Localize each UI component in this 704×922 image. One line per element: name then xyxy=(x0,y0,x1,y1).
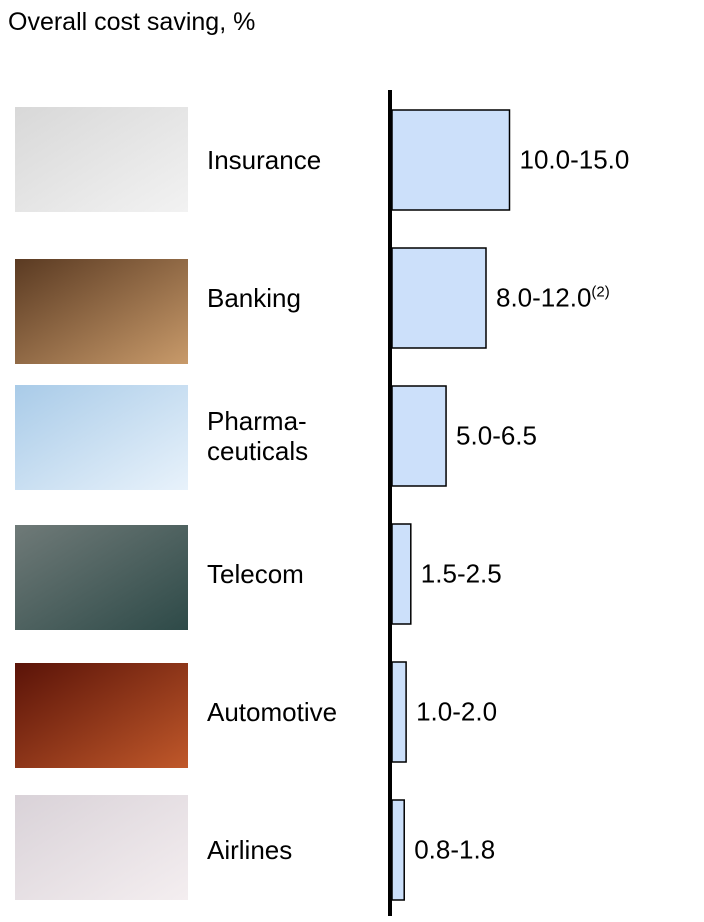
photo xyxy=(15,663,188,768)
value-label: 5.0-6.5 xyxy=(456,421,537,452)
bar xyxy=(391,109,511,211)
bar xyxy=(391,661,407,763)
photo xyxy=(15,259,188,364)
value-label: 1.5-2.5 xyxy=(421,559,502,590)
category-label: Automotive xyxy=(207,697,338,727)
value-text: 0.8-1.8 xyxy=(414,834,496,865)
photo xyxy=(15,795,188,900)
bar xyxy=(391,385,447,487)
photo xyxy=(15,385,188,490)
value-label: 0.8-1.8 xyxy=(414,835,495,866)
category-label: Insurance xyxy=(207,145,322,175)
bar xyxy=(391,523,412,625)
value-text: 1.5-2.5 xyxy=(420,558,502,589)
category-label: Telecom xyxy=(207,559,304,589)
chart-title: Overall cost saving, % xyxy=(8,8,256,36)
category-label: Pharma- ceuticals xyxy=(207,406,309,466)
photo xyxy=(15,107,188,212)
photo xyxy=(15,525,188,630)
category-label: Airlines xyxy=(207,835,293,865)
value-text: 1.0-2.0 xyxy=(416,696,498,727)
bar xyxy=(391,799,405,901)
bar xyxy=(391,247,487,349)
footnote-mark: (2) xyxy=(591,283,610,301)
value-label: 10.0-15.0 xyxy=(520,145,630,176)
value-label: 8.0-12.0(2) xyxy=(496,283,610,314)
value-text: 5.0-6.5 xyxy=(456,420,537,451)
category-label: Banking xyxy=(207,283,301,313)
value-text: 10.0-15.0 xyxy=(519,144,630,175)
value-label: 1.0-2.0 xyxy=(416,697,497,728)
value-text: 8.0-12.0 xyxy=(496,282,592,313)
